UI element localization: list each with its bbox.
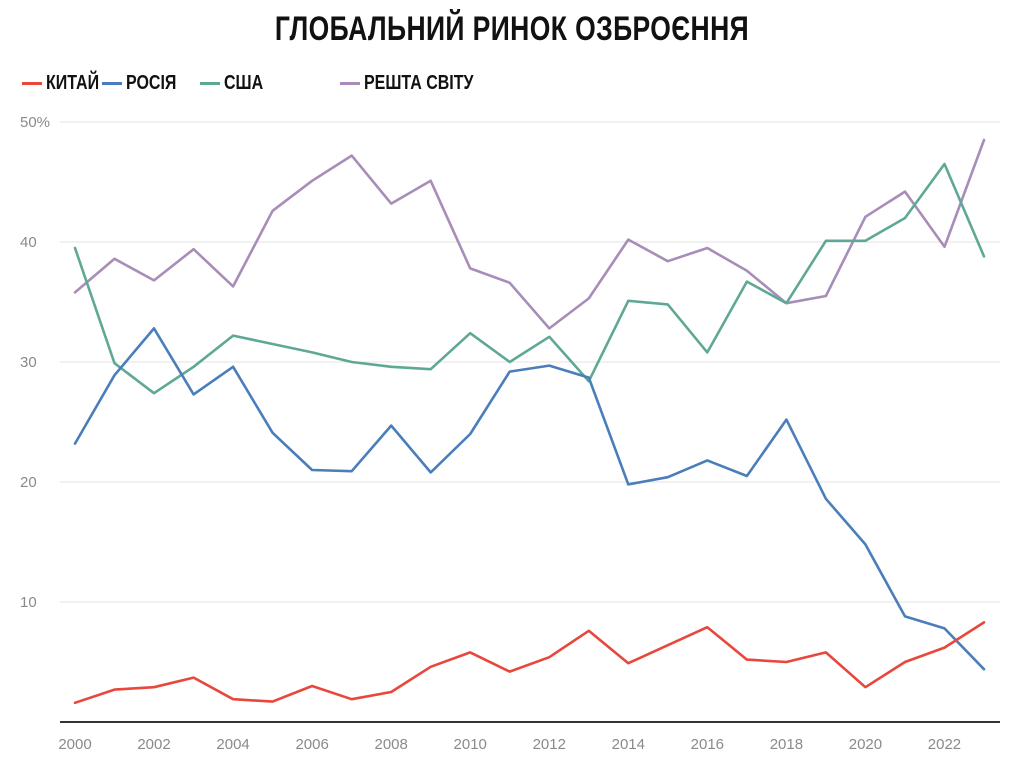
legend-swatch-rest-of-world [340,82,360,85]
legend-swatch-russia [102,82,122,85]
x-tick-label-2020: 2020 [849,736,882,753]
x-tick-label-2022: 2022 [928,736,961,753]
legend-label-usa: США [224,72,264,94]
x-tick-label-2018: 2018 [770,736,803,753]
legend-label-russia: РОСІЯ [126,72,177,94]
legend-swatch-usa [200,82,220,85]
x-tick-label-2002: 2002 [137,736,170,753]
y-tick-label-40: 40 [20,234,37,251]
series-line-0 [73,621,986,705]
y-tick-label-30: 30 [20,354,37,371]
series-line-3 [73,138,986,330]
legend-swatch-china [22,82,42,85]
y-tick-label-50: 50% [20,114,50,131]
chart-title: ГЛОБАЛЬНИЙ РИНОК ОЗБРОЄННЯ [274,10,750,48]
legend-label-rest-of-world: РЕШТА СВІТУ [364,72,474,94]
x-tick-label-2006: 2006 [295,736,328,753]
x-tick-label-2008: 2008 [374,736,407,753]
series-line-1 [73,327,986,671]
x-tick-label-2010: 2010 [454,736,487,753]
x-tick-label-2016: 2016 [691,736,724,753]
series-line-2 [73,162,986,395]
legend-label-china: КИТАЙ [46,72,100,94]
y-tick-label-20: 20 [20,474,37,491]
x-tick-label-2000: 2000 [58,736,91,753]
x-tick-label-2012: 2012 [533,736,566,753]
x-tick-label-2014: 2014 [612,736,645,753]
y-tick-label-10: 10 [20,594,37,611]
x-tick-label-2004: 2004 [216,736,249,753]
